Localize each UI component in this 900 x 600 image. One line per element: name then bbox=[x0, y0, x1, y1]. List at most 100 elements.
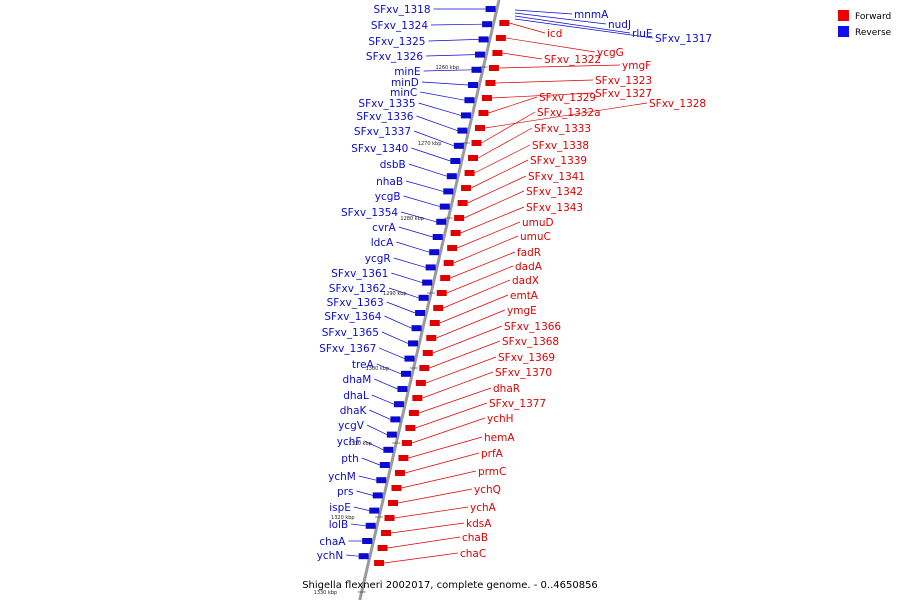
reverse-gene-block bbox=[485, 6, 496, 12]
reverse-gene-block bbox=[450, 158, 461, 164]
reverse-gene-block bbox=[386, 431, 397, 438]
forward-leader-line bbox=[467, 175, 527, 204]
forward-leader-line bbox=[436, 309, 506, 339]
forward-gene-block bbox=[412, 395, 423, 401]
forward-gene-label: SFxv_1333 bbox=[534, 123, 591, 135]
reverse-gene-block bbox=[482, 21, 493, 28]
reverse-gene-label: SFxv_1325 bbox=[368, 36, 425, 48]
forward-gene-label: ychQ bbox=[474, 484, 501, 496]
reverse-leader-line bbox=[430, 23, 483, 26]
reverse-gene-label: dhaM bbox=[343, 374, 372, 386]
reverse-leader-line bbox=[411, 147, 451, 162]
reverse-gene-block bbox=[404, 355, 415, 362]
forward-gene-label: SFxv_1369 bbox=[498, 352, 555, 364]
reverse-leader-line bbox=[381, 331, 409, 344]
reverse-gene-block bbox=[432, 234, 443, 240]
forward-gene-block bbox=[443, 260, 454, 266]
forward-leader-line bbox=[502, 52, 543, 60]
forward-gene-block bbox=[461, 185, 472, 191]
forward-gene-label: prmC bbox=[478, 466, 506, 478]
kbp-scale-label: 1300 kbp bbox=[366, 366, 390, 372]
forward-gene-label: SFxv_1342 bbox=[526, 186, 583, 198]
forward-gene-block bbox=[454, 215, 465, 221]
forward-gene-block bbox=[384, 515, 395, 521]
reverse-leader-line bbox=[361, 457, 380, 466]
reverse-gene-label: SFxv_1362 bbox=[329, 283, 386, 295]
reverse-gene-block bbox=[376, 477, 387, 484]
forward-gene-label: SFxv_1370 bbox=[495, 367, 552, 379]
forward-gene-block bbox=[492, 50, 503, 56]
forward-leader-line bbox=[387, 536, 461, 549]
forward-leader-line bbox=[495, 79, 594, 84]
forward-leader-line bbox=[415, 402, 488, 429]
forward-gene-block bbox=[488, 65, 499, 71]
forward-gene-label: dadA bbox=[515, 261, 543, 273]
forward-leader-line bbox=[474, 144, 531, 174]
reverse-gene-label: dhaL bbox=[343, 390, 369, 402]
forward-gene-label: ychA bbox=[470, 502, 497, 514]
reverse-leader-line bbox=[408, 163, 447, 177]
forward-leader-line bbox=[470, 159, 529, 189]
forward-leader-line bbox=[477, 127, 533, 159]
reverse-leader-line bbox=[514, 12, 607, 25]
reverse-gene-block bbox=[453, 142, 464, 149]
reverse-gene-label: minC bbox=[390, 87, 417, 99]
reverse-gene-block bbox=[471, 66, 482, 73]
reverse-leader-line bbox=[413, 130, 454, 147]
reverse-gene-block bbox=[390, 416, 401, 423]
forward-gene-block bbox=[377, 545, 388, 551]
forward-gene-label: SFxv_1328 bbox=[649, 98, 706, 110]
forward-leader-line bbox=[488, 96, 538, 114]
kbp-scale-label: 1320 kbp bbox=[331, 515, 355, 521]
forward-gene-label: SFxv_1339 bbox=[530, 155, 587, 167]
forward-gene-label: SFxv_1343 bbox=[526, 202, 583, 214]
reverse-gene-label: SFxv_1336 bbox=[356, 111, 413, 123]
forward-gene-block bbox=[471, 140, 482, 146]
reverse-gene-block bbox=[415, 310, 426, 316]
reverse-leader-line bbox=[388, 287, 419, 299]
forward-gene-block bbox=[440, 275, 451, 281]
reverse-gene-label: lolB bbox=[329, 519, 348, 531]
legend-swatch bbox=[838, 10, 849, 21]
forward-gene-label: ycgG bbox=[597, 47, 624, 59]
reverse-gene-label: treA bbox=[352, 359, 375, 371]
forward-leader-line bbox=[453, 235, 519, 264]
reverse-gene-label: ycgR bbox=[365, 253, 391, 265]
forward-gene-block bbox=[457, 200, 468, 206]
forward-leader-line bbox=[463, 190, 525, 219]
reverse-gene-block bbox=[475, 51, 486, 58]
forward-leader-line bbox=[411, 417, 486, 444]
reverse-leader-line bbox=[358, 475, 377, 481]
reverse-leader-line bbox=[351, 523, 366, 527]
genome-caption: Shigella flexneri 2002017, complete geno… bbox=[302, 580, 598, 591]
reverse-gene-label: nudJ bbox=[608, 19, 631, 31]
reverse-leader-line bbox=[398, 226, 433, 238]
forward-gene-block bbox=[433, 305, 444, 311]
forward-gene-block bbox=[481, 95, 492, 101]
forward-leader-line bbox=[397, 488, 473, 504]
forward-leader-line bbox=[509, 22, 546, 34]
reverse-leader-line bbox=[405, 180, 444, 192]
forward-gene-label: SFxv_1332a bbox=[537, 107, 601, 119]
reverse-gene-block bbox=[443, 188, 454, 195]
reverse-leader-line bbox=[421, 81, 468, 86]
forward-leader-line bbox=[394, 506, 469, 519]
reverse-gene-label: nhaB bbox=[376, 176, 403, 188]
reverse-gene-label: minE bbox=[394, 66, 420, 78]
chromosome-backbone bbox=[358, 0, 501, 600]
reverse-gene-block bbox=[429, 249, 440, 256]
reverse-gene-block bbox=[425, 264, 436, 271]
forward-leader-line bbox=[446, 265, 514, 294]
reverse-gene-label: mnmA bbox=[574, 9, 609, 21]
forward-gene-label: ymgE bbox=[507, 305, 537, 317]
reverse-leader-line bbox=[396, 241, 430, 253]
forward-gene-label: SFxv_1366 bbox=[504, 321, 561, 333]
reverse-gene-block bbox=[358, 553, 369, 560]
reverse-gene-block bbox=[457, 127, 468, 134]
forward-leader-line bbox=[404, 452, 480, 474]
forward-gene-label: prfA bbox=[481, 448, 504, 460]
forward-gene-block bbox=[405, 425, 416, 431]
kbp-scale-label: 1330 kbp bbox=[314, 590, 338, 596]
forward-gene-block bbox=[391, 485, 402, 491]
